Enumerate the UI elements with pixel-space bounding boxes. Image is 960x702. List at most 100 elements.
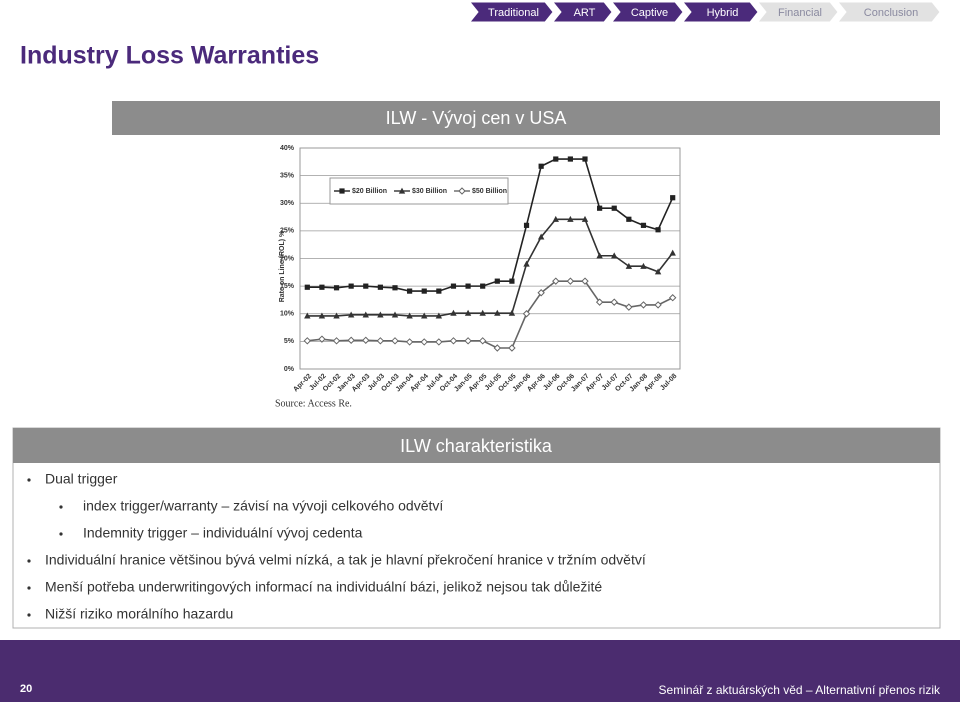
marker <box>458 187 466 195</box>
nav-label: Conclusion <box>864 7 918 19</box>
marker <box>625 303 633 311</box>
marker <box>597 205 603 211</box>
chart: 0% 5% 10% 15% 20% 25% 30% 35% 40% Rate on Line (R… <box>275 145 681 409</box>
nav-tab <box>756 1 839 23</box>
marker <box>450 309 457 316</box>
bullet-text: Menší potřeba underwritingových informac… <box>45 579 602 595</box>
marker <box>405 338 414 346</box>
legend-label: $30 Billion <box>412 188 447 195</box>
marker <box>640 262 647 269</box>
marker <box>566 277 575 285</box>
marker <box>464 309 472 316</box>
marker <box>537 289 545 297</box>
series-line <box>307 218 674 317</box>
marker <box>436 288 442 294</box>
marker <box>494 309 501 316</box>
legend-label: $20 Billion <box>352 188 387 195</box>
marker <box>377 311 384 318</box>
nav-tab <box>610 1 684 23</box>
nav-label: Hybrid <box>707 7 739 19</box>
nav-label: Financial <box>778 7 822 19</box>
marker <box>523 260 530 267</box>
marker <box>610 298 618 306</box>
bullet-text: Dual trigger <box>45 471 118 487</box>
bullet-dot <box>27 613 31 617</box>
marker <box>553 156 559 162</box>
marker <box>669 249 676 256</box>
chart-title: ILW - Vývoj cen v USA <box>386 108 567 128</box>
slide-title: Industry Loss Warranties <box>20 42 319 70</box>
y-tick-label: 25% <box>280 228 295 235</box>
y-axis-label: Rate on Line (ROL) % <box>279 230 286 302</box>
marker <box>611 252 618 259</box>
bullets: Dual trigger index trigger/warranty – záv… <box>27 471 646 622</box>
marker <box>625 262 633 269</box>
marker <box>509 278 515 284</box>
marker <box>362 336 370 344</box>
bullet-text: index trigger/warranty – závisí na vývoj… <box>83 498 443 514</box>
nav-tab <box>681 1 759 23</box>
marker <box>508 344 516 352</box>
marker <box>552 215 559 222</box>
nav-label: ART <box>574 7 596 19</box>
y-tick-label: 0% <box>284 366 295 373</box>
marker <box>494 278 500 284</box>
marker <box>377 284 383 290</box>
marker <box>318 335 326 343</box>
nav-label: Captive <box>631 7 668 19</box>
marker <box>333 312 340 319</box>
nav-tab <box>468 1 554 23</box>
marker <box>421 288 427 294</box>
marker <box>420 338 428 346</box>
y-tick-label: 15% <box>280 283 295 290</box>
page-number: 20 <box>20 683 32 695</box>
bullet-text: Indemnity trigger – individuální vývoj c… <box>83 525 363 541</box>
marker <box>407 288 413 294</box>
marker <box>670 195 676 201</box>
bullet-text: Individuální hranice většinou bývá velmi… <box>45 552 646 568</box>
bullet-dot <box>59 532 63 536</box>
marker <box>668 294 677 302</box>
y-tick-label: 20% <box>280 255 295 262</box>
marker <box>523 222 530 228</box>
marker <box>398 187 406 194</box>
marker <box>304 284 310 290</box>
marker <box>332 337 341 345</box>
panel-title: ILW charakteristika <box>400 436 553 456</box>
marker <box>479 309 486 316</box>
marker <box>347 336 355 344</box>
marker <box>339 188 345 194</box>
marker <box>581 277 589 285</box>
y-tick-label: 40% <box>280 145 295 152</box>
marker <box>303 337 312 345</box>
marker <box>421 312 428 319</box>
marker <box>391 337 399 345</box>
marker <box>435 312 443 319</box>
marker <box>392 285 398 291</box>
marker <box>376 337 385 345</box>
marker <box>655 227 661 233</box>
y-tick-label: 30% <box>280 200 295 207</box>
marker <box>449 337 458 345</box>
marker <box>478 337 487 345</box>
marker <box>522 310 531 318</box>
bullet-text: Nižší riziko morálního hazardu <box>45 606 233 622</box>
marker <box>333 285 340 291</box>
footer-text: Seminář z aktuárských věd – Alternativní… <box>659 683 941 697</box>
marker <box>567 156 573 162</box>
marker <box>493 344 502 352</box>
bullet-dot <box>59 505 63 509</box>
footer <box>0 640 960 702</box>
source: Source: Access Re. <box>275 398 352 409</box>
marker <box>596 252 603 259</box>
y-tick-label: 10% <box>280 311 295 318</box>
bullet-dot <box>27 586 31 590</box>
marker <box>363 283 369 289</box>
marker <box>640 222 647 228</box>
marker <box>537 233 545 240</box>
marker <box>450 283 457 289</box>
y-tick-label: 5% <box>284 338 295 345</box>
bullet-dot <box>27 478 31 482</box>
marker <box>362 311 369 318</box>
